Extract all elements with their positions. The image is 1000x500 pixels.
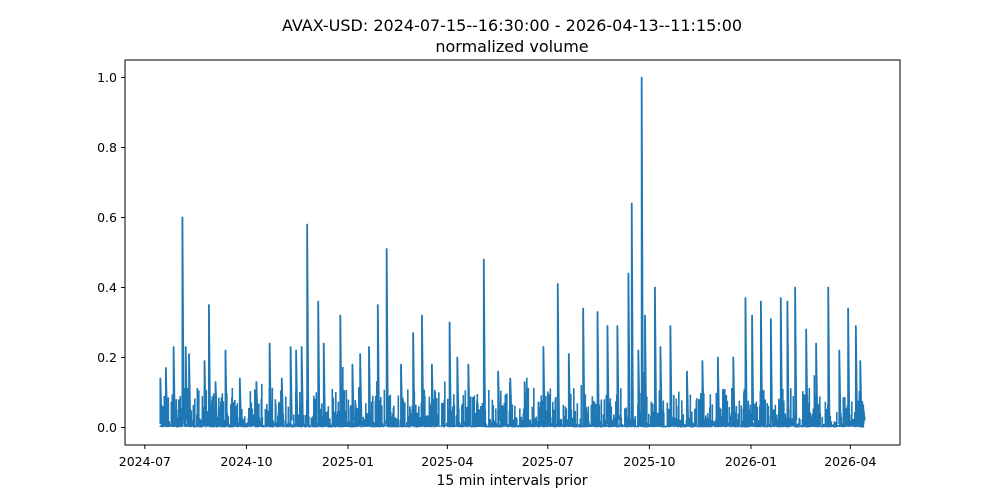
x-tick-label: 2025-10 <box>623 454 675 469</box>
x-tick-label: 2026-04 <box>824 454 876 469</box>
y-tick-label: 0.4 <box>97 280 117 295</box>
chart-subtitle: normalized volume <box>435 37 588 56</box>
y-tick-label: 1.0 <box>97 70 117 85</box>
x-axis: 2024-07 2024-10 2025-01 2025-04 2025-07 2025-… <box>119 445 876 469</box>
series-line-peaks <box>159 76 866 424</box>
y-axis: 0.0 0.2 0.4 0.6 0.8 1.0 <box>97 70 125 435</box>
plot-area <box>159 76 866 428</box>
x-tick-label: 2024-10 <box>220 454 272 469</box>
x-tick-label: 2025-04 <box>421 454 473 469</box>
chart-title: AVAX-USD: 2024-07-15--16:30:00 - 2026-04… <box>282 16 742 35</box>
x-tick-label: 2024-07 <box>119 454 171 469</box>
x-axis-label: 15 min intervals prior <box>436 473 587 489</box>
x-tick-label: 2025-01 <box>322 454 374 469</box>
y-tick-label: 0.0 <box>97 420 117 435</box>
x-tick-label: 2025-07 <box>522 454 574 469</box>
y-tick-label: 0.6 <box>97 210 117 225</box>
y-tick-label: 0.2 <box>97 350 117 365</box>
x-tick-label: 2026-01 <box>725 454 777 469</box>
plot-frame <box>124 59 901 446</box>
y-tick-label: 0.8 <box>97 140 117 155</box>
